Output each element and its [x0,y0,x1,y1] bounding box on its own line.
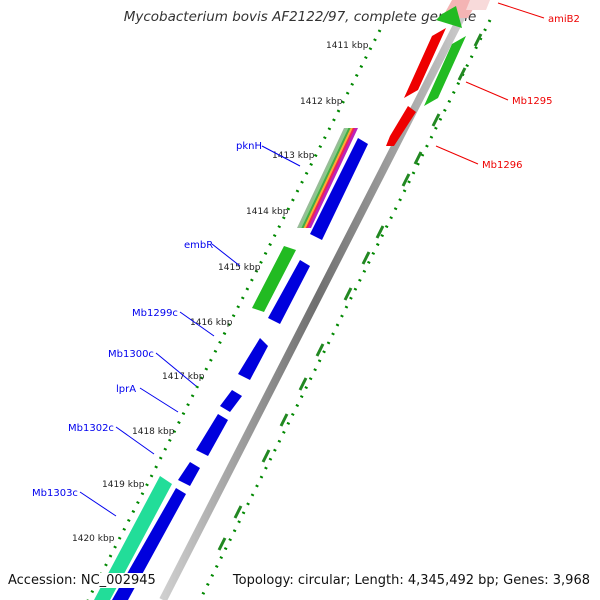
topology-text: Topology: circular; Length: 4,345,492 bp… [232,573,590,588]
inner-dot-line [86,29,382,600]
label-leader [115,426,155,455]
outer-tick-mark [473,33,483,47]
mb1295-cds [404,28,446,98]
outer-tick-mark [298,377,308,391]
label-leader [261,145,301,167]
label-leader [155,352,197,387]
tick-label: 1417 kbp [162,372,205,382]
outer-tick-mark [233,505,243,519]
gene-label-mb1299c: Mb1299c [132,308,178,319]
outer-tick-mark [401,173,411,187]
label-leader [211,243,241,267]
tick-label: 1411 kbp [326,41,369,51]
label-leader [465,81,509,101]
tick-label: 1418 kbp [132,427,175,437]
kbp-ticks: 1411 kbp 1412 kbp 1413 kbp 1414 kbp 1415 kbp… [72,41,369,544]
tick-label: 1412 kbp [300,97,343,107]
outer-tick-mark [457,67,467,81]
topology-info: Topology: circular; Length: 4,345,492 bp… [232,573,590,588]
mb1295-misc-feature [424,36,466,106]
tick-label: 1416 kbp [190,318,233,328]
gene-label-mb1302c: Mb1302c [68,423,114,434]
gene-label-lpra: lprA [116,384,136,395]
outer-tick-mark [261,449,271,463]
outer-tick-mark [361,251,371,265]
tick-label: 1413 kbp [272,151,315,161]
genome-backbone [159,0,474,600]
gene-label-mb1295: Mb1295 [512,96,552,107]
label-leader [79,491,117,517]
tick-label: 1415 kbp [218,263,261,273]
accession-info: Accession: NC_002945 [8,573,156,588]
outer-tick-mark [217,537,227,551]
accession-label: Accession: [8,573,77,588]
lprA-cds [196,414,228,456]
gene-label-amib2: amiB2 [548,14,580,25]
gene-label-mb1303c: Mb1303c [32,488,78,499]
outer-tick-mark [431,113,441,127]
label-leader [139,387,179,413]
gene-label-mb1300c: Mb1300c [108,349,154,360]
gene-labels: amiB2 Mb1295 Mb1296 pknH embR Mb1299c Mb1300c l… [32,2,580,517]
pknH-feature-stripe [308,128,358,228]
outer-tick-mark [413,151,423,165]
tick-label: 1420 kbp [72,534,115,544]
outer-tick-mark [279,413,289,427]
mb1302c-cds [178,462,200,486]
outer-dot-line [198,19,492,600]
tick-dot-lines [86,19,492,600]
gene-label-mb1296: Mb1296 [482,160,522,171]
backbone-line [159,0,474,600]
gene-label-pknh: pknH [236,141,262,152]
gene-label-embr: embR [184,240,213,251]
feature-track [94,0,490,600]
mb1303c-cds [112,488,186,600]
embR-cds [268,260,310,324]
map-title: Mycobacterium bovis AF2122/97, complete … [123,9,477,25]
mb1296-cds [386,106,416,146]
amiB2-feature [436,6,462,28]
tick-label: 1419 kbp [102,480,145,490]
outer-tick-mark [375,225,385,239]
pknH-cds [310,138,368,240]
mb1303c-feature [94,476,172,600]
label-leader [435,145,479,165]
label-leader [179,311,215,337]
label-leader [497,2,545,19]
accession-value: NC_002945 [80,573,156,588]
amiB2-cds-end [466,0,490,10]
mb1299c-cds [238,338,268,380]
outer-tick-mark [343,287,353,301]
mb1300c-cds [220,390,242,412]
tick-label: 1414 kbp [246,207,289,217]
outer-tick-mark [315,343,325,357]
embR-feature [252,246,296,312]
